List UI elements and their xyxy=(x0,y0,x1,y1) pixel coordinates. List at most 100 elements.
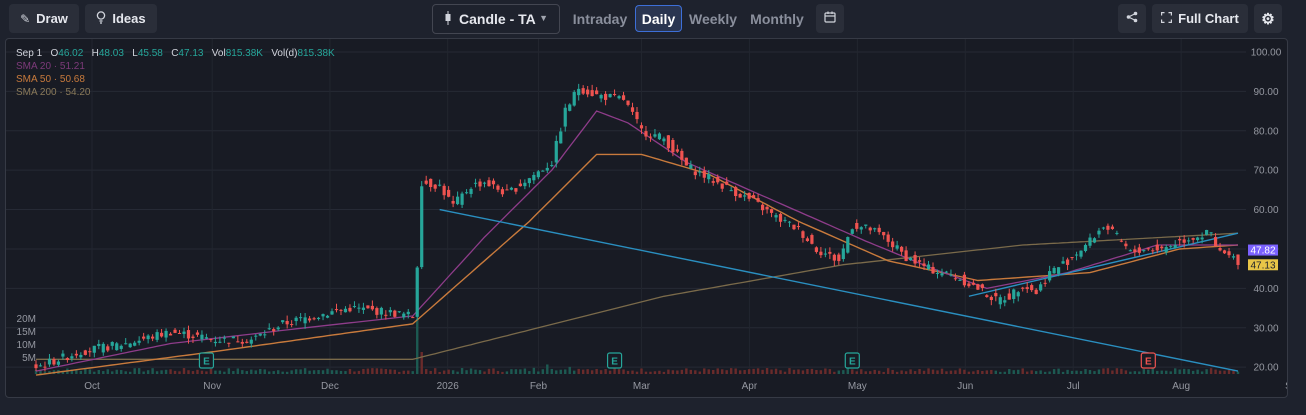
candle-body xyxy=(442,185,446,196)
candle-body xyxy=(846,237,850,253)
volume-bar xyxy=(729,368,733,374)
full-chart-button[interactable]: Full Chart xyxy=(1152,4,1248,33)
candle-body xyxy=(339,309,343,311)
volume-bar xyxy=(940,368,944,374)
volume-bar xyxy=(608,370,612,374)
volume-bar xyxy=(541,369,545,374)
candle-body xyxy=(873,228,877,230)
candle-body xyxy=(1039,284,1043,291)
chart-panel[interactable]: 100.0090.0080.0070.0060.0050.0040.0030.0… xyxy=(5,38,1288,398)
sma20-line xyxy=(35,110,1238,372)
volume-bar xyxy=(487,368,491,374)
calendar-button[interactable] xyxy=(816,4,844,33)
candle-body xyxy=(630,107,635,112)
volume-bar xyxy=(1079,371,1083,374)
volume-bar xyxy=(1227,369,1231,374)
candle-body xyxy=(904,250,908,262)
candle-body xyxy=(1200,237,1204,240)
x-tick-label: Nov xyxy=(203,381,221,392)
candle-body xyxy=(56,361,61,365)
volume-bar xyxy=(1129,371,1132,374)
volume-bar xyxy=(1124,370,1128,374)
candle-body xyxy=(541,170,545,172)
volume-bar xyxy=(1205,369,1208,374)
candle-body xyxy=(47,358,52,365)
candle-body xyxy=(482,182,487,184)
candle-body xyxy=(348,307,352,312)
volume-bar xyxy=(120,370,123,374)
tab-intraday[interactable]: Intraday xyxy=(572,10,628,27)
draw-button[interactable]: ✎ Draw xyxy=(9,4,79,33)
volume-dollar-value: 815.38K xyxy=(297,48,335,59)
volume-bar xyxy=(102,371,105,374)
volume-bar xyxy=(1039,370,1042,374)
volume-bar xyxy=(232,371,235,374)
candle-body xyxy=(621,95,626,100)
candle-body xyxy=(976,284,980,290)
x-tick-label: Dec xyxy=(321,381,339,392)
volume-bar xyxy=(1021,368,1024,374)
candle-body xyxy=(110,342,114,346)
candle-body xyxy=(1092,238,1097,243)
x-tick-label: May xyxy=(848,381,867,392)
candle-body xyxy=(236,341,240,343)
high-label: H xyxy=(91,48,99,59)
volume-bar xyxy=(416,319,419,374)
volume-bar xyxy=(321,370,325,374)
chart-type-select[interactable]: Candle - TA ▼ xyxy=(432,4,560,34)
candle-body xyxy=(334,309,339,311)
candle-body xyxy=(182,331,186,334)
candle-body xyxy=(922,263,926,266)
candle-body xyxy=(186,330,191,339)
candle-body xyxy=(1133,249,1137,253)
candle-body xyxy=(83,350,87,355)
candle-body xyxy=(128,343,132,348)
candle-body xyxy=(1083,244,1088,252)
candle-body xyxy=(680,150,684,160)
volume-bar xyxy=(622,369,625,374)
candle-body xyxy=(554,140,558,163)
candle-body xyxy=(267,328,271,330)
candle-body xyxy=(1097,230,1101,235)
volume-bar xyxy=(532,367,536,374)
volume-bar xyxy=(559,369,562,374)
expand-icon xyxy=(1161,11,1173,26)
tab-monthly[interactable]: Monthly xyxy=(750,10,804,27)
volume-bar xyxy=(245,371,248,374)
candle-body xyxy=(1016,292,1020,297)
candle-body xyxy=(917,260,922,262)
candle-body xyxy=(864,224,868,226)
candle-body xyxy=(146,335,150,340)
settings-button[interactable]: ⚙ xyxy=(1254,4,1282,33)
y-tick-label: 30.00 xyxy=(1253,323,1278,334)
candle-body xyxy=(487,180,491,187)
price-chart[interactable]: 100.0090.0080.0070.0060.0050.0040.0030.0… xyxy=(6,39,1287,397)
volume-bar xyxy=(595,368,598,374)
candle-body xyxy=(411,317,415,319)
share-button[interactable] xyxy=(1118,4,1146,33)
volume-bar xyxy=(1169,371,1172,374)
volume-bar xyxy=(84,368,87,374)
volume-bar xyxy=(88,369,92,374)
candle-body xyxy=(689,164,693,169)
legend-sma200: SMA 200 · 54.20 xyxy=(16,87,91,98)
ideas-button[interactable]: Ideas xyxy=(85,4,157,33)
volume-bar xyxy=(931,369,935,374)
candle-body xyxy=(500,189,505,195)
volume-bar xyxy=(743,370,746,374)
tab-weekly[interactable]: Weekly xyxy=(689,10,737,27)
candle-body xyxy=(366,305,370,309)
earnings-marker-label: E xyxy=(1145,357,1152,368)
volume-bar xyxy=(761,369,764,374)
volume-bar xyxy=(456,371,459,374)
candle-body xyxy=(823,253,827,255)
tab-daily[interactable]: Daily xyxy=(635,5,682,32)
volume-bar xyxy=(573,370,576,374)
candle-body xyxy=(1128,250,1132,252)
share-icon xyxy=(1126,11,1138,26)
volume-bar xyxy=(1160,370,1163,374)
volume-bar xyxy=(658,370,661,374)
volume-bar xyxy=(631,370,634,374)
candle-body xyxy=(796,226,801,228)
candle-body xyxy=(218,341,222,343)
